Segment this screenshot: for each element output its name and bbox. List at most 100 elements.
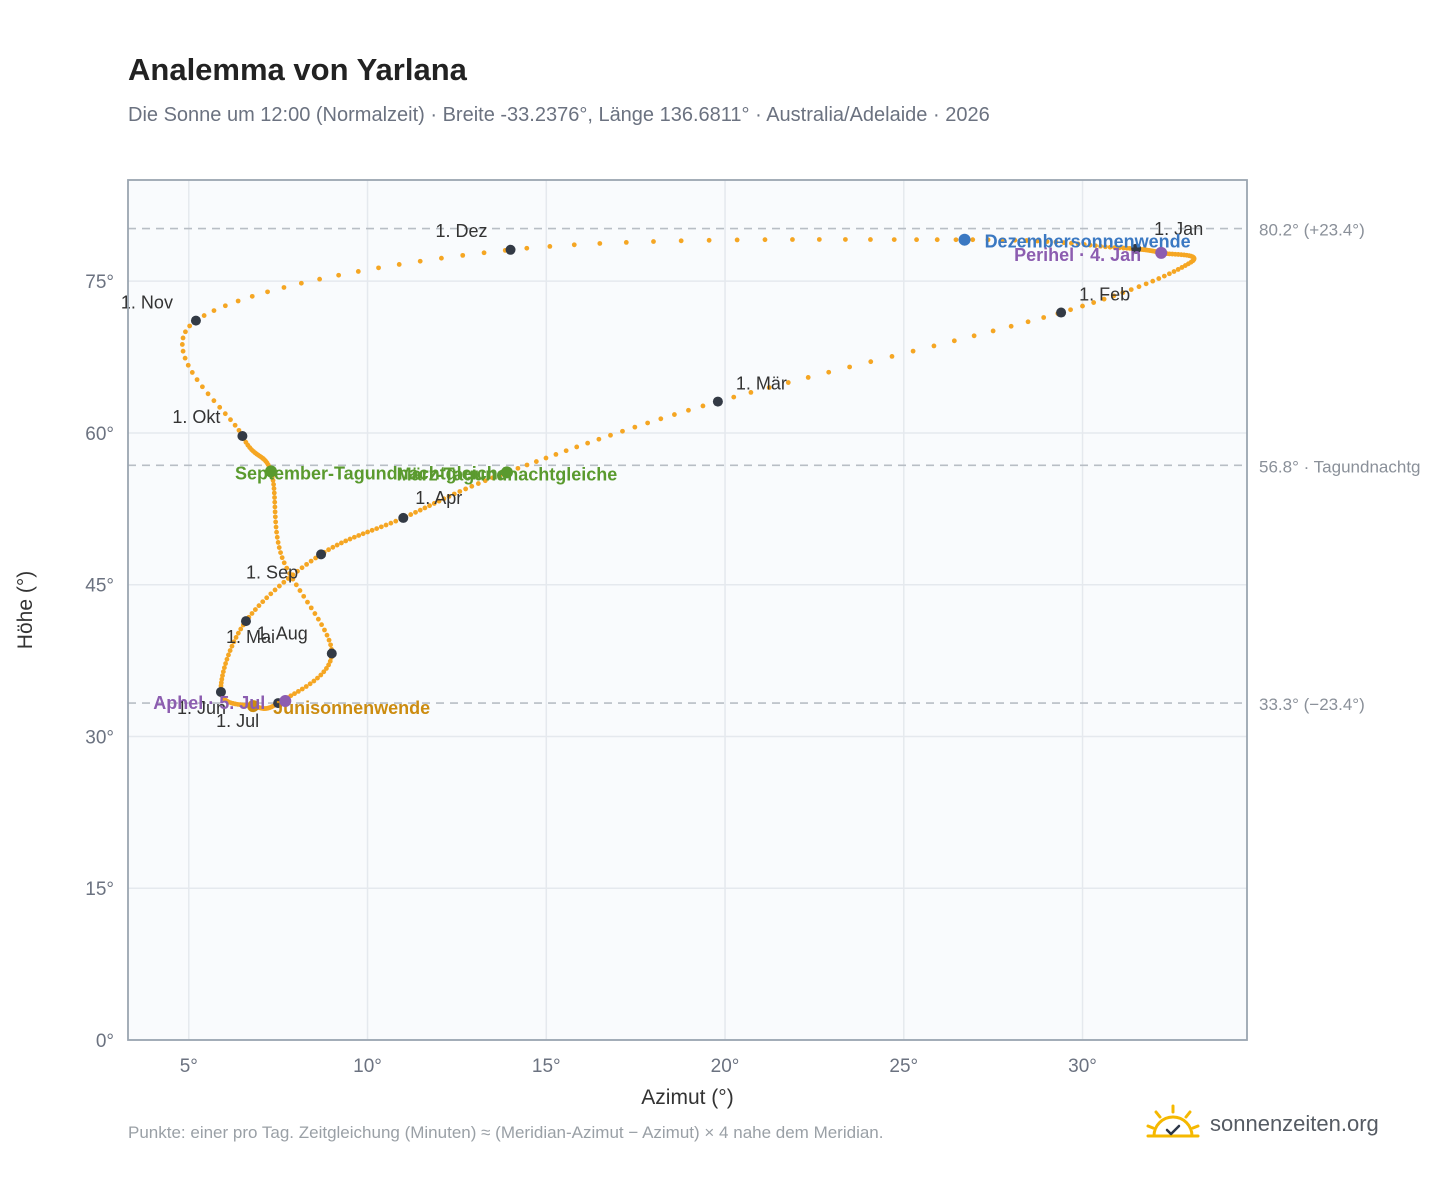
- chart-subtitle: Die Sonne um 12:00 (Normalzeit) · Breite…: [128, 104, 990, 126]
- daily-sun-dot: [205, 391, 211, 397]
- daily-sun-dot: [971, 333, 977, 339]
- y-tick-label: 0°: [96, 1031, 114, 1052]
- daily-sun-dot: [1150, 278, 1156, 284]
- daily-sun-dot: [295, 568, 300, 574]
- daily-sun-dot: [469, 483, 475, 489]
- daily-sun-dot: [868, 359, 874, 365]
- month-marker-dot: [237, 430, 248, 441]
- daily-sun-dot: [620, 428, 625, 434]
- daily-sun-dot: [327, 658, 333, 664]
- daily-sun-dot: [1103, 244, 1108, 250]
- daily-sun-dot: [318, 672, 324, 678]
- daily-sun-dot: [279, 555, 285, 561]
- daily-sun-dot: [189, 370, 195, 375]
- daily-sun-dot: [271, 490, 277, 496]
- daily-sun-dot: [475, 481, 481, 486]
- daily-sun-dot: [182, 355, 188, 361]
- brand[interactable]: sonnenzeiten.org: [1146, 1100, 1379, 1148]
- daily-sun-dot: [1061, 240, 1067, 246]
- daily-sun-dot: [413, 509, 418, 515]
- daily-sun-dot: [238, 626, 244, 632]
- daily-sun-dot: [1024, 238, 1030, 243]
- month-marker-label: 1. Aug: [257, 624, 308, 644]
- daily-sun-dot: [356, 533, 362, 538]
- month-marker-label: 1. Nov: [121, 293, 173, 313]
- daily-sun-dot: [457, 489, 463, 494]
- daily-sun-dot: [292, 691, 297, 697]
- daily-sun-dot: [307, 681, 313, 687]
- x-tick-label: 10°: [353, 1056, 382, 1077]
- daily-sun-dot: [931, 343, 937, 349]
- chart-title: Analemma von Yarlana: [128, 52, 467, 87]
- footer-note: Punkte: einer pro Tag. Zeitgleichung (Mi…: [128, 1123, 884, 1142]
- daily-sun-dot: [223, 661, 228, 666]
- daily-sun-dot: [295, 688, 301, 694]
- daily-sun-dot: [1080, 303, 1085, 309]
- daily-sun-dot: [1107, 244, 1113, 250]
- daily-sun-dot: [187, 323, 193, 329]
- daily-sun-dot: [706, 237, 712, 243]
- daily-sun-dot: [910, 348, 916, 354]
- daily-sun-dot: [1008, 323, 1014, 329]
- daily-sun-dot: [304, 561, 310, 567]
- daily-sun-dot: [1087, 242, 1093, 248]
- daily-sun-dot: [322, 627, 327, 633]
- daily-sun-dot: [287, 571, 293, 576]
- daily-sun-dot: [293, 582, 299, 588]
- month-marker-label: 1. Jan: [1154, 219, 1203, 239]
- daily-sun-dot: [334, 542, 340, 548]
- month-marker-dot: [190, 315, 201, 326]
- month-marker-dot: [215, 686, 226, 697]
- daily-sun-dot: [217, 404, 223, 410]
- daily-sun-dot: [231, 639, 237, 645]
- month-marker-dot: [712, 396, 723, 407]
- month-marker-dot: [240, 616, 251, 627]
- daily-sun-dot: [226, 652, 231, 658]
- month-marker-label: 1. Jun: [177, 698, 226, 718]
- daily-sun-dot: [324, 666, 329, 671]
- daily-sun-dot: [308, 558, 314, 564]
- daily-sun-dot: [1081, 242, 1087, 247]
- daily-sun-dot: [273, 519, 279, 525]
- x-tick-label: 5°: [180, 1056, 198, 1077]
- daily-sun-dot: [252, 607, 258, 612]
- daily-sun-dot: [999, 237, 1005, 243]
- daily-sun-dot: [1041, 315, 1047, 320]
- daily-sun-dot: [481, 250, 487, 256]
- daily-sun-dot: [221, 665, 227, 671]
- x-tick-label: 30°: [1068, 1056, 1097, 1077]
- daily-sun-dot: [272, 587, 278, 593]
- daily-sun-dot: [299, 565, 305, 571]
- daily-sun-dot: [315, 675, 320, 681]
- daily-sun-dot: [463, 486, 469, 492]
- daily-sun-dot: [422, 505, 428, 511]
- daily-sun-dot: [431, 501, 437, 506]
- daily-sun-dot: [374, 526, 380, 532]
- daily-sun-dot: [355, 269, 361, 274]
- daily-sun-dot: [369, 527, 375, 533]
- daily-sun-dot: [326, 547, 331, 553]
- daily-sun-dot: [645, 420, 651, 426]
- daily-sun-dot: [686, 407, 691, 413]
- daily-sun-dot: [748, 389, 754, 395]
- daily-sun-dot: [229, 643, 235, 649]
- event-marker-dot: [279, 695, 292, 708]
- daily-sun-dot: [249, 611, 255, 616]
- daily-sun-dot: [256, 603, 262, 609]
- daily-sun-dot: [1171, 269, 1177, 274]
- daily-sun-dot: [351, 534, 357, 540]
- daily-sun-dot: [281, 579, 287, 585]
- daily-sun-dot: [185, 362, 191, 368]
- daily-sun-dot: [651, 239, 656, 244]
- event-label: März-Tagundnachtgleiche: [397, 464, 618, 484]
- daily-sun-dot: [180, 348, 186, 354]
- daily-sun-dot: [1101, 296, 1107, 302]
- daily-sun-dot: [490, 475, 496, 481]
- daily-sun-dot: [388, 520, 394, 526]
- daily-sun-dot: [308, 605, 314, 611]
- daily-sun-dot: [228, 417, 233, 423]
- daily-sun-dot: [311, 678, 317, 684]
- daily-sun-dot: [790, 237, 795, 242]
- daily-sun-dot: [265, 289, 270, 295]
- daily-sun-dot: [301, 593, 307, 599]
